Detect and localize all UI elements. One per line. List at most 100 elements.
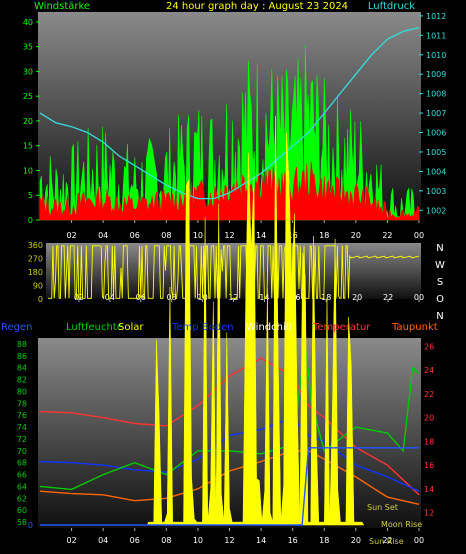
- humidity-ytick-label: 70: [17, 447, 27, 456]
- humidity-ytick-label: 74: [17, 423, 27, 432]
- wind-xtick-label: 00: [414, 231, 424, 240]
- sun-rise-label: Sun Rise: [369, 537, 404, 546]
- humidity-ytick-label: 76: [17, 411, 27, 420]
- legend-temp-boden: Temp Boden: [171, 322, 234, 333]
- wind-ytick-label: 35: [23, 43, 33, 52]
- humidity-ytick-label: 58: [17, 518, 27, 527]
- humidity-ytick-label: 82: [17, 376, 27, 385]
- temp-xtick-label: 20: [351, 536, 361, 545]
- direction-xtick-label: 20: [352, 293, 362, 302]
- sun-set-label: Sun Set: [367, 503, 398, 512]
- humidity-ytick-label: 88: [17, 340, 27, 349]
- direction-xtick-label: 08: [167, 293, 177, 302]
- wind-ytick-label: 15: [23, 142, 33, 151]
- pressure-ytick-label: 1002: [426, 206, 446, 215]
- chart-title: 24 hour graph day : August 23 2024: [166, 1, 348, 12]
- humidity-ytick-label: 72: [17, 435, 27, 444]
- temperature-ytick-label: 16: [424, 461, 434, 470]
- legend-taupunkt: Taupunkt: [391, 322, 438, 333]
- pressure-ytick-label: 1012: [426, 12, 446, 21]
- series-luftdruck: [39, 26, 420, 200]
- series-windrichtung: [48, 245, 420, 300]
- wind-xtick-label: 06: [130, 231, 140, 240]
- pressure-ytick-label: 1003: [426, 187, 446, 196]
- direction-ytick-label: 90: [33, 282, 43, 291]
- wind-xtick-label: 04: [98, 231, 108, 240]
- temperature-ytick-label: 22: [424, 390, 434, 399]
- wind-ytick-label: 25: [23, 92, 33, 101]
- series-solar: [147, 116, 365, 526]
- pressure-ytick-label: 1009: [426, 70, 446, 79]
- wind-xtick-label: 18: [319, 231, 329, 240]
- direction-ytick-label: 0: [38, 295, 43, 304]
- temperature-ytick-label: 12: [424, 509, 434, 518]
- temp-xtick-label: 08: [161, 536, 171, 545]
- legend-luftfeuchte: Luftfeuchte: [66, 322, 123, 333]
- pressure-ytick-label: 1011: [426, 31, 446, 40]
- regen-ytick-label: 0: [28, 521, 33, 530]
- temp-xtick-label: 10: [193, 536, 203, 545]
- legend-temperatur: Temperatur: [312, 322, 371, 333]
- wind-ytick-label: 10: [23, 166, 33, 175]
- humidity-ytick-label: 84: [17, 364, 27, 373]
- pressure-ytick-label: 1008: [426, 90, 446, 99]
- temp-xtick-label: 12: [224, 536, 234, 545]
- direction-ytick-label: 180: [28, 268, 43, 277]
- temp-xtick-label: 04: [98, 536, 108, 545]
- temp-xtick-label: 06: [130, 536, 140, 545]
- pressure-ytick-label: 1007: [426, 109, 446, 118]
- temp-xtick-label: 02: [66, 536, 76, 545]
- wind-xtick-label: 14: [256, 231, 266, 240]
- temp-xtick-label: 14: [256, 536, 266, 545]
- direction-n-top: N: [436, 243, 443, 254]
- series-wind-base: [39, 161, 420, 221]
- direction-xtick-label: 04: [105, 293, 115, 302]
- humidity-ytick-label: 66: [17, 471, 27, 480]
- luftdruck-label: Luftdruck: [368, 1, 415, 12]
- temp-xtick-label: 22: [382, 536, 392, 545]
- temperature-ytick-label: 24: [424, 366, 434, 375]
- temperature-ytick-label: 20: [424, 414, 434, 423]
- humidity-ytick-label: 78: [17, 399, 27, 408]
- legend-windchill: Windchill: [246, 322, 291, 333]
- wind-xtick-label: 10: [193, 231, 203, 240]
- humidity-ytick-label: 68: [17, 459, 27, 468]
- direction-n-bottom: N: [436, 311, 443, 322]
- direction-w: W: [435, 260, 445, 271]
- humidity-ytick-label: 64: [17, 482, 27, 491]
- temperature-ytick-label: 18: [424, 437, 434, 446]
- humidity-ytick-label: 80: [17, 387, 27, 396]
- wind-xtick-label: 20: [351, 231, 361, 240]
- wind-xtick-label: 12: [224, 231, 234, 240]
- direction-o: O: [436, 294, 444, 305]
- wind-xtick-label: 22: [382, 231, 392, 240]
- wind-xtick-label: 16: [288, 231, 298, 240]
- humidity-ytick-label: 60: [17, 506, 27, 515]
- temp-xtick-label: 18: [319, 536, 329, 545]
- temperature-ytick-label: 14: [424, 485, 434, 494]
- wind-ytick-label: 0: [28, 216, 33, 225]
- humidity-ytick-label: 86: [17, 352, 27, 361]
- temperature-ytick-label: 26: [424, 342, 434, 351]
- direction-s: S: [437, 277, 443, 288]
- wind-xtick-label: 02: [66, 231, 76, 240]
- pressure-ytick-label: 1010: [426, 51, 446, 60]
- pressure-ytick-label: 1004: [426, 167, 446, 176]
- wind-xtick-label: 08: [161, 231, 171, 240]
- pressure-ytick-label: 1006: [426, 129, 446, 138]
- wind-ytick-label: 30: [23, 67, 33, 76]
- wind-ytick-label: 5: [28, 191, 33, 200]
- direction-xtick-label: 00: [414, 293, 424, 302]
- direction-ytick-label: 360: [28, 241, 43, 250]
- legend-solar: Solar: [118, 322, 144, 333]
- wind-ytick-label: 40: [23, 18, 33, 27]
- direction-xtick-label: 22: [383, 293, 393, 302]
- moon-rise-label: Moon Rise: [381, 520, 422, 529]
- wind-ytick-label: 20: [23, 117, 33, 126]
- direction-xtick-label: 18: [321, 293, 331, 302]
- temp-xtick-label: 16: [288, 536, 298, 545]
- windstaerke-label: Windstärke: [34, 1, 90, 12]
- direction-xtick-label: 12: [228, 293, 238, 302]
- humidity-ytick-label: 62: [17, 494, 27, 503]
